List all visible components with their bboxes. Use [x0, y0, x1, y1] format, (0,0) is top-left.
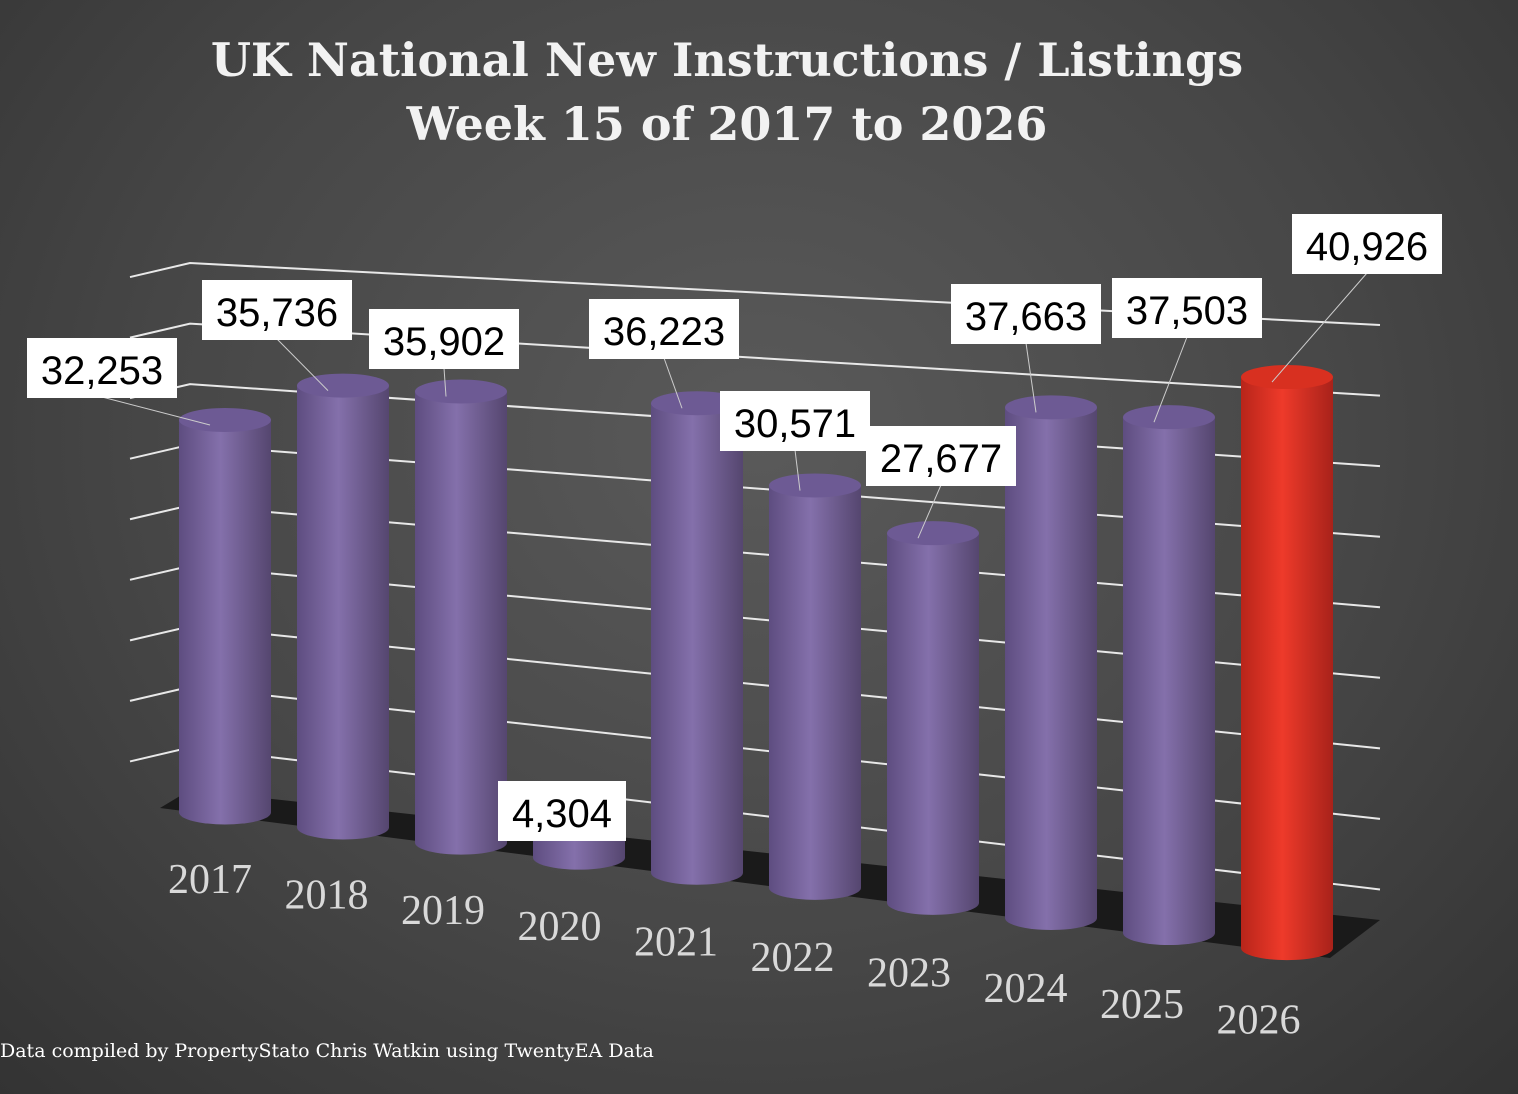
bar-body	[179, 419, 271, 813]
bar-2017	[179, 407, 271, 825]
bar-top	[1123, 405, 1215, 430]
data-label-box	[720, 391, 870, 451]
bar-2022	[769, 473, 861, 900]
x-tick-label: 2018	[285, 873, 369, 919]
x-tick-label: 2020	[518, 904, 602, 950]
leader-line	[1025, 342, 1037, 413]
data-label-box	[951, 284, 1101, 344]
bar-top	[1005, 395, 1097, 420]
data-label-box	[866, 426, 1016, 486]
footer-credit: Data compiled by PropertyStato Chris Wat…	[0, 1040, 654, 1062]
bar-top	[769, 473, 861, 498]
leader-line	[1153, 336, 1188, 423]
chart-title: UK National New Instructions / Listings	[211, 33, 1243, 87]
data-label: 35,736	[216, 291, 338, 335]
bar-top	[1241, 365, 1333, 390]
data-label-box	[202, 280, 352, 340]
bar-2026	[1241, 365, 1333, 961]
bar-body	[887, 533, 979, 903]
chart-subtitle: Week 15 of 2017 to 2026	[406, 97, 1048, 151]
data-label: 36,223	[603, 310, 725, 354]
bar-body	[1241, 377, 1333, 949]
bar-2019	[415, 379, 507, 855]
x-tick-label: 2023	[867, 951, 951, 997]
data-label: 35,902	[383, 320, 505, 364]
data-label: 27,677	[880, 437, 1002, 481]
x-tick-label: 2026	[1217, 997, 1301, 1043]
x-tick-label: 2021	[634, 919, 718, 965]
data-labels: 32,253 35,736 35,902 4,304 36,223 30,571 27,67…	[27, 214, 1442, 841]
data-label: 4,304	[512, 792, 612, 836]
data-label: 37,503	[1126, 289, 1248, 333]
leader-line	[101, 396, 211, 426]
leader-line	[663, 357, 683, 409]
data-label-box	[589, 299, 739, 359]
bar-body	[1123, 417, 1215, 934]
bar-top	[887, 521, 979, 546]
bar-body	[415, 391, 507, 843]
leader-line	[1271, 272, 1368, 383]
gridline	[129, 322, 1381, 397]
bar-top	[297, 373, 389, 398]
bars	[179, 365, 1333, 961]
leader-line	[794, 449, 801, 491]
bar-body	[297, 385, 389, 828]
leader-line	[443, 367, 447, 397]
bar-top	[415, 379, 507, 404]
data-label-box	[369, 309, 519, 369]
data-label: 40,926	[1306, 225, 1428, 269]
leader-line	[917, 484, 942, 539]
data-label-box	[27, 338, 177, 398]
x-tick-label: 2022	[751, 935, 835, 981]
data-label: 32,253	[41, 349, 163, 393]
x-tick-label: 2024	[984, 966, 1068, 1012]
data-label: 37,663	[965, 295, 1087, 339]
x-axis-ticks: 2017 2018 2019 2020 2021 2022 2023 2024 2025 2026	[168, 857, 1301, 1043]
bar-body	[651, 403, 743, 873]
x-tick-label: 2025	[1100, 982, 1184, 1028]
data-label-box	[498, 781, 626, 841]
bar-top	[179, 407, 271, 432]
x-tick-label: 2019	[401, 888, 485, 934]
data-label: 30,571	[734, 402, 856, 446]
bar-2021	[651, 391, 743, 885]
data-label-box	[1292, 214, 1442, 274]
x-tick-label: 2017	[168, 857, 252, 903]
bar-2024	[1005, 395, 1097, 930]
bar-body	[769, 485, 861, 888]
bar-body	[1005, 407, 1097, 918]
bar-2023	[887, 521, 979, 915]
leader-line	[276, 338, 329, 391]
bar-2018	[297, 373, 389, 840]
data-label-box	[1112, 278, 1262, 338]
bar-2025	[1123, 405, 1215, 946]
